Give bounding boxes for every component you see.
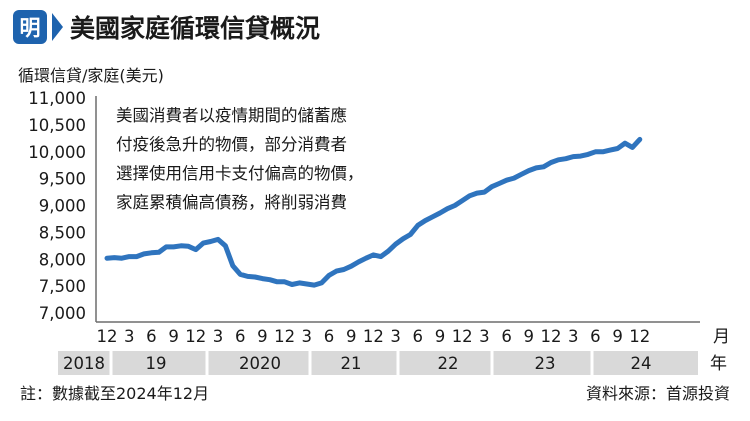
annotation-line-4: 家庭累積偏高債務，將削弱消費	[116, 193, 347, 212]
annotation-line-1: 美國消費者以疫情期間的儲蓄應	[116, 105, 347, 125]
x-year-label: 22	[438, 354, 459, 373]
x-axis-year-labels: 2018 19 2020 21 22 23 24	[63, 351, 652, 375]
x-month-tick-label: 3	[302, 327, 313, 346]
y-axis-ticks: 11,000 10,500 10,000 9,500 9,000 8,500 8,000 7,…	[28, 89, 86, 323]
x-year-label: 24	[631, 354, 652, 373]
y-tick-label: 10,500	[28, 116, 86, 135]
x-month-tick-label: 12	[185, 327, 206, 346]
header-arrow	[52, 13, 63, 41]
x-month-tick-label: 9	[257, 327, 268, 346]
x-month-tick-label: 6	[590, 327, 601, 346]
x-month-tick-label: 12	[541, 327, 562, 346]
x-month-tick-label: 12	[452, 327, 473, 346]
logo-text: 明	[20, 16, 41, 40]
footer-note: 註：數據截至2024年12月	[20, 384, 209, 403]
x-month-tick-label: 6	[235, 327, 246, 346]
y-tick-label: 11,000	[28, 89, 86, 108]
x-month-tick-label: 6	[324, 327, 335, 346]
y-tick-label: 8,500	[39, 223, 86, 242]
y-tick-label: 9,500	[39, 170, 86, 189]
x-month-tick-label: 6	[413, 327, 424, 346]
y-tick-label: 9,000	[39, 197, 86, 216]
x-month-tick-label: 6	[501, 327, 512, 346]
y-tick-label: 7,000	[39, 304, 86, 323]
chart-title: 美國家庭循環信貸概況	[70, 14, 320, 43]
x-month-tick-label: 9	[612, 327, 623, 346]
x-year-label: 19	[146, 354, 167, 373]
annotation: 美國消費者以疫情期間的儲蓄應 付疫後急升的物價，部分消費者 選擇使用信用卡支付偏…	[116, 105, 364, 212]
annotation-line-2: 付疫後急升的物價，部分消費者	[116, 135, 347, 154]
y-tick-label: 10,000	[28, 143, 86, 162]
x-month-tick-label: 12	[629, 327, 650, 346]
x-month-tick-label: 9	[346, 327, 357, 346]
x-month-tick-label: 3	[568, 327, 579, 346]
x-month-tick-label: 12	[274, 327, 295, 346]
x-month-tick-label: 3	[479, 327, 490, 346]
series-line	[104, 136, 643, 288]
x-month-tick-label: 12	[97, 327, 118, 346]
y-tick-label: 8,000	[39, 250, 86, 269]
month-unit: 月	[713, 327, 730, 347]
year-unit: 年	[710, 354, 727, 374]
annotation-line-3: 選擇使用信用卡支付偏高的物價，	[116, 164, 364, 183]
x-month-tick-label: 9	[524, 327, 535, 346]
x-year-label: 2018	[63, 354, 105, 373]
y-axis-label: 循環信貸/家庭(美元)	[18, 66, 164, 85]
y-tick-label: 7,500	[39, 277, 86, 296]
x-year-label: 23	[535, 354, 556, 373]
x-month-tick-label: 3	[213, 327, 224, 346]
x-month-tick-label: 6	[146, 327, 157, 346]
x-month-tick-label: 3	[390, 327, 401, 346]
x-month-tick-label: 9	[435, 327, 446, 346]
footer-source: 資料來源：首源投資	[586, 384, 730, 403]
x-month-tick-label: 12	[363, 327, 384, 346]
x-year-label: 21	[341, 354, 362, 373]
logo-badge	[13, 10, 47, 44]
x-year-label: 2020	[239, 354, 281, 373]
header: 明 美國家庭循環信貸概況	[13, 10, 320, 44]
x-month-tick-label: 9	[168, 327, 179, 346]
x-axis-month-ticks: 12 3 6 9 12 3 6 9 12 3 6 9 12 3 6 9 12 3 6 9 12 3 6 9 12	[97, 327, 651, 346]
x-month-tick-label: 3	[124, 327, 135, 346]
